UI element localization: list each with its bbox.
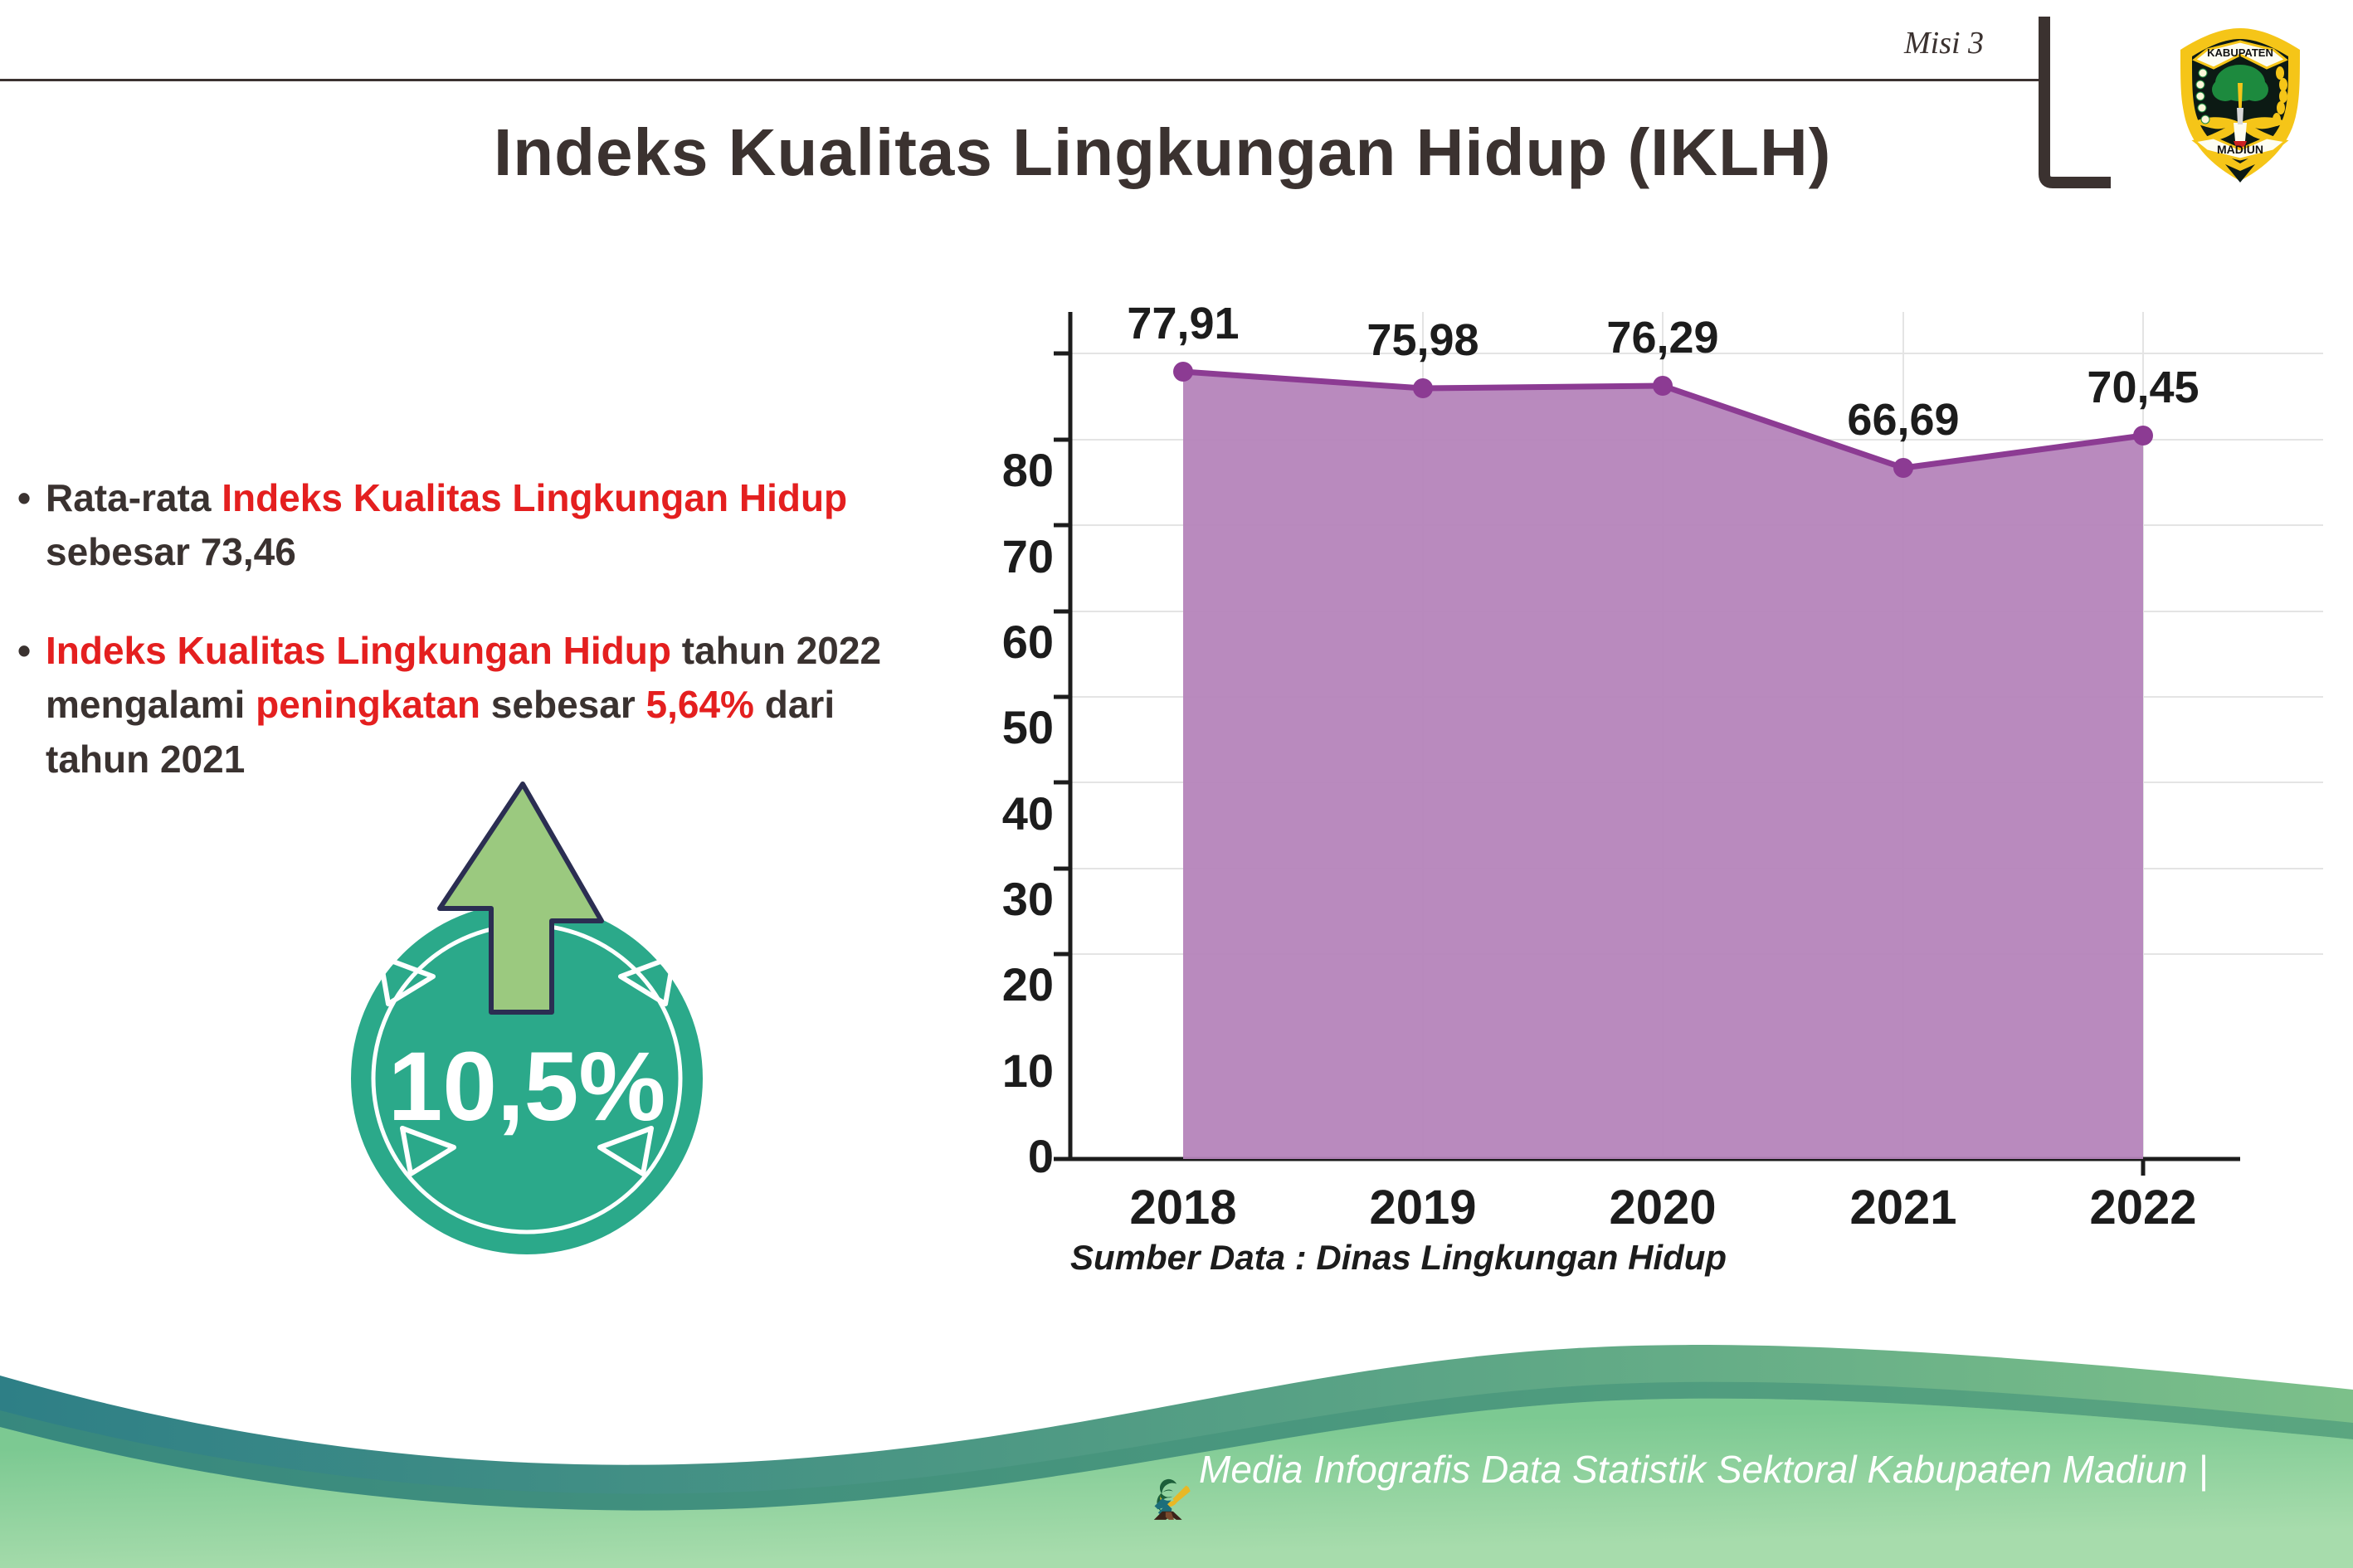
svg-text:70,45: 70,45 (2087, 363, 2199, 412)
svg-text:2021: 2021 (1849, 1181, 1956, 1234)
svg-text:Sumber Data : Dinas Lingkungan: Sumber Data : Dinas Lingkungan Hidup (1070, 1238, 1727, 1277)
svg-text:20: 20 (1002, 958, 1054, 1010)
svg-text:0: 0 (1028, 1130, 1054, 1182)
svg-text:66,69: 66,69 (1847, 395, 1959, 445)
svg-text:70: 70 (1002, 530, 1054, 582)
svg-text:80: 80 (1002, 444, 1054, 496)
svg-text:2019: 2019 (1369, 1181, 1476, 1234)
svg-text:77,91: 77,91 (1127, 299, 1239, 348)
svg-text:40: 40 (1002, 787, 1054, 840)
svg-text:50: 50 (1002, 701, 1054, 753)
svg-text:2020: 2020 (1609, 1181, 1716, 1234)
svg-text:Media Infografis Data Statisti: Media Infografis Data Statistik Sektoral… (1199, 1448, 2208, 1491)
svg-text:2018: 2018 (1129, 1181, 1236, 1234)
svg-text:76,29: 76,29 (1606, 313, 1718, 363)
svg-text:30: 30 (1002, 873, 1054, 925)
svg-text:10,5%: 10,5% (388, 1032, 666, 1142)
svg-text:2022: 2022 (2089, 1181, 2196, 1234)
svg-text:60: 60 (1002, 616, 1054, 668)
svg-text:10: 10 (1002, 1045, 1054, 1097)
svg-text:75,98: 75,98 (1366, 315, 1479, 365)
svg-text:KABUPATEN: KABUPATEN (2207, 46, 2273, 59)
